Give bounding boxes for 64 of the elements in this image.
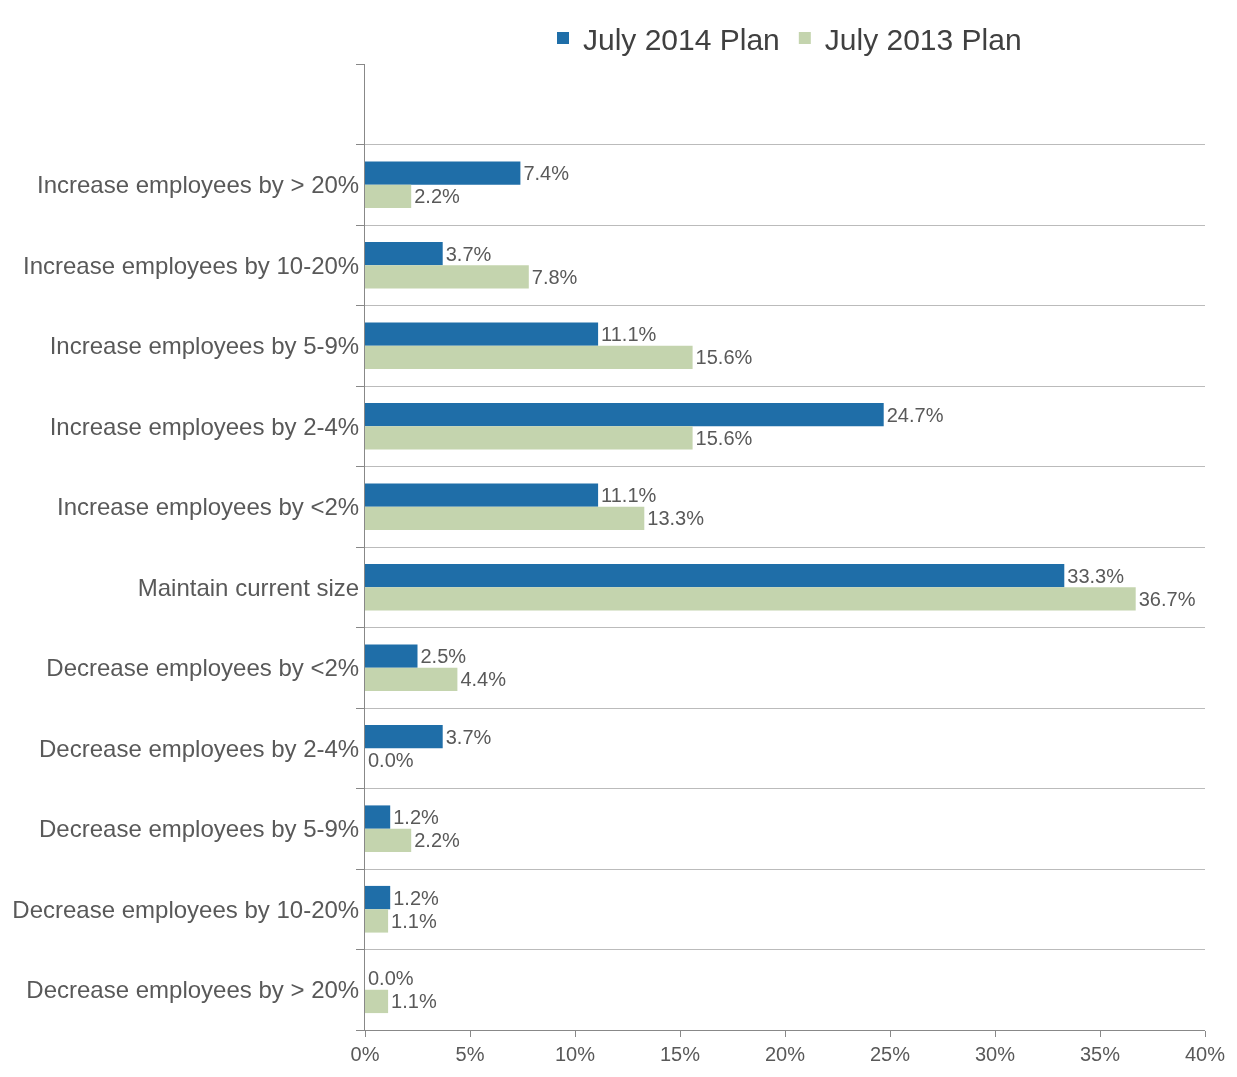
y-tick-label: Maintain current size — [137, 573, 360, 601]
data-label: 15.6% — [695, 426, 753, 449]
bar — [365, 989, 389, 1014]
data-label: 1.1% — [391, 909, 437, 932]
data-label: 1.1% — [391, 990, 437, 1013]
y-tick-label: Increase employees by <2% — [57, 493, 360, 521]
bar — [365, 241, 443, 266]
data-label: 2.5% — [420, 645, 467, 668]
data-label: 7.4% — [523, 162, 570, 185]
x-tick-label: 40% — [1184, 1043, 1226, 1065]
bar — [365, 587, 1136, 611]
x-tick-label: 20% — [764, 1043, 806, 1065]
bar — [365, 563, 1065, 588]
bar — [365, 885, 391, 910]
data-label: 11.1% — [601, 484, 657, 507]
legend-label: July 2013 Plan — [824, 22, 1022, 56]
data-label: 3.7% — [445, 242, 492, 265]
x-tick-label: 30% — [974, 1043, 1016, 1065]
x-tick-label: 25% — [869, 1043, 911, 1065]
bar — [365, 483, 599, 507]
bar — [365, 426, 693, 450]
bar — [365, 161, 521, 185]
bar — [365, 644, 418, 668]
data-label: 4.4% — [460, 668, 507, 691]
y-tick-label: Decrease employees by 2-4% — [39, 734, 360, 762]
y-tick-label: Decrease employees by 10-20% — [12, 895, 360, 923]
y-tick-label: Increase employees by 2-4% — [49, 412, 360, 440]
bar — [365, 184, 412, 209]
x-tick-label: 10% — [554, 1043, 596, 1065]
data-label: 3.7% — [445, 725, 492, 748]
bar — [365, 345, 693, 370]
data-label: 7.8% — [531, 265, 578, 288]
data-label: 0.0% — [368, 748, 414, 771]
bar — [365, 265, 529, 289]
x-tick-label: 35% — [1079, 1043, 1121, 1065]
y-tick-label: Increase employees by > 20% — [37, 171, 360, 199]
bar — [365, 805, 391, 829]
data-label: 15.6% — [695, 346, 753, 369]
y-tick-label: Increase employees by 10-20% — [23, 251, 360, 279]
legend-label: July 2014 Plan — [583, 22, 780, 56]
data-label: 1.2% — [393, 806, 439, 829]
y-tick-label: Increase employees by 5-9% — [49, 332, 360, 360]
bar — [365, 724, 443, 749]
data-label: 13.3% — [647, 507, 705, 530]
x-tick-label: 15% — [659, 1043, 701, 1065]
bar — [365, 322, 599, 346]
bar — [365, 667, 458, 692]
x-tick-label: 0% — [350, 1043, 380, 1065]
data-label: 2.2% — [414, 829, 460, 852]
data-label: 11.1% — [601, 323, 657, 346]
bar — [365, 909, 389, 933]
data-label: 24.7% — [886, 403, 944, 426]
data-label: 1.2% — [393, 886, 439, 909]
data-label: 0.0% — [368, 967, 414, 990]
y-tick-label: Decrease employees by > 20% — [26, 976, 360, 1004]
x-tick-label: 5% — [455, 1043, 485, 1065]
bar — [365, 402, 884, 427]
y-tick-label: Decrease employees by <2% — [46, 654, 360, 682]
bar — [365, 506, 645, 531]
data-label: 36.7% — [1138, 587, 1196, 610]
data-label: 33.3% — [1067, 564, 1125, 587]
y-tick-label: Decrease employees by 5-9% — [39, 815, 360, 843]
bar — [365, 828, 412, 853]
data-label: 2.2% — [414, 185, 460, 208]
